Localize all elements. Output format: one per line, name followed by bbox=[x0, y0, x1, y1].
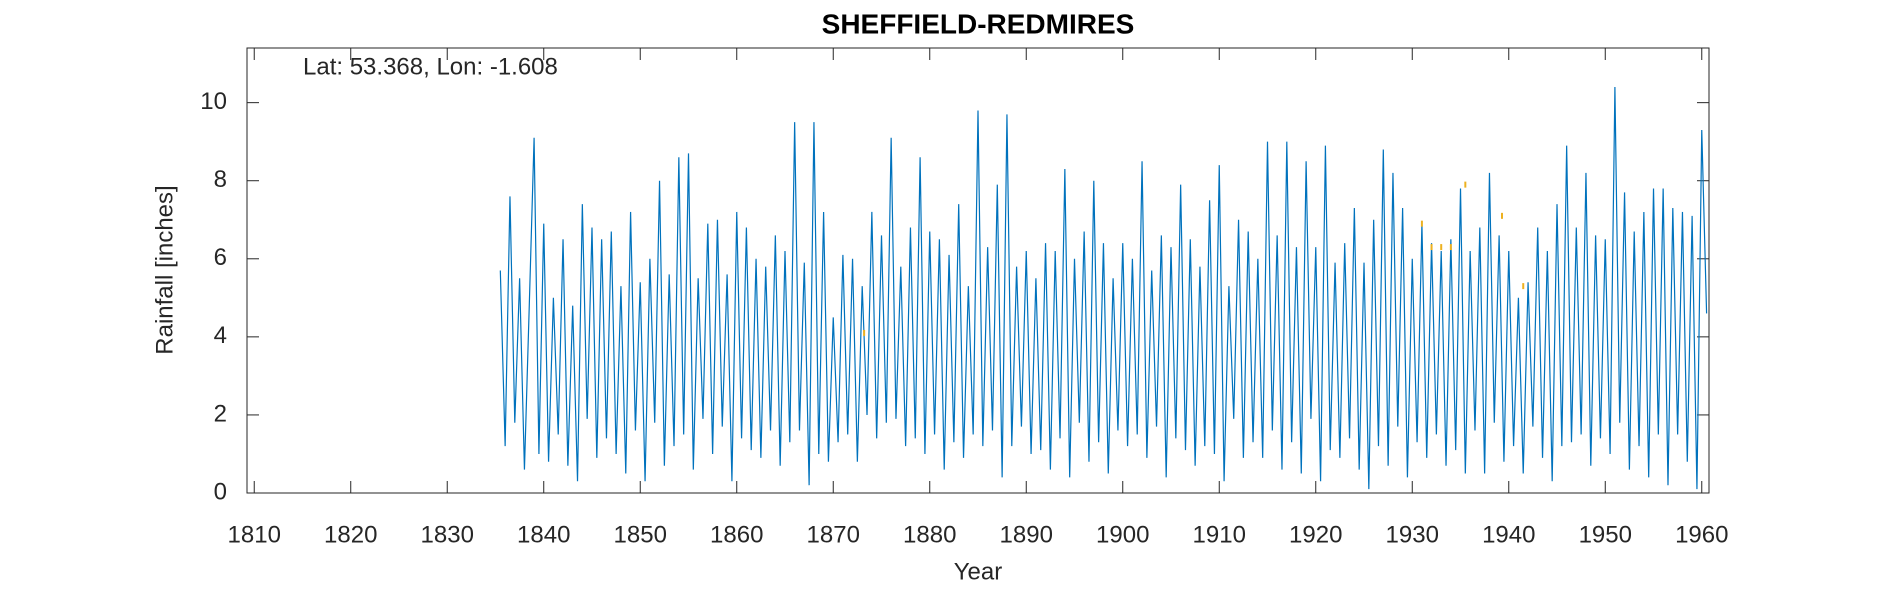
x-tick-label: 1950 bbox=[1579, 521, 1632, 548]
annotation: Lat: 53.368, Lon: -1.608 bbox=[303, 53, 558, 80]
x-tick-label: 1910 bbox=[1193, 521, 1246, 548]
x-tick-label: 1860 bbox=[710, 521, 763, 548]
x-tick-label: 1870 bbox=[807, 521, 860, 548]
x-tick-label: 1900 bbox=[1096, 521, 1149, 548]
x-tick-label: 1960 bbox=[1675, 521, 1728, 548]
y-tick-label: 2 bbox=[214, 400, 227, 427]
y-tick-label: 10 bbox=[200, 88, 227, 115]
y-tick-label: 4 bbox=[214, 322, 227, 349]
chart-title: SHEFFIELD-REDMIRES bbox=[822, 8, 1135, 39]
x-tick-label: 1880 bbox=[903, 521, 956, 548]
x-tick-label: 1920 bbox=[1289, 521, 1342, 548]
x-axis-label: Year bbox=[954, 558, 1003, 585]
x-tick-label: 1820 bbox=[324, 521, 377, 548]
data-line bbox=[499, 87, 1708, 490]
y-tick-label: 0 bbox=[214, 478, 227, 505]
y-tick-label: 6 bbox=[214, 244, 227, 271]
x-tick-label: 1840 bbox=[517, 521, 570, 548]
x-tick-label: 1930 bbox=[1386, 521, 1439, 548]
x-tick-label: 1940 bbox=[1482, 521, 1535, 548]
x-tick-label: 1890 bbox=[1000, 521, 1053, 548]
y-tick-label: 8 bbox=[214, 166, 227, 193]
x-tick-label: 1830 bbox=[421, 521, 474, 548]
x-tick-label: 1810 bbox=[228, 521, 281, 548]
y-axis-label: Rainfall [inches] bbox=[151, 185, 178, 354]
x-tick-label: 1850 bbox=[614, 521, 667, 548]
